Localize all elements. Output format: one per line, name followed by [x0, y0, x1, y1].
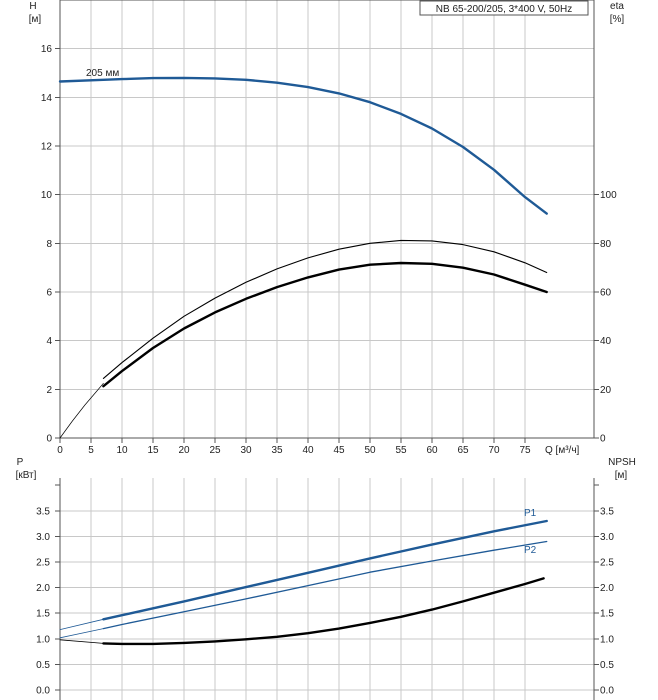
- series-head: [58, 76, 548, 215]
- x-tick-label-2: 10: [116, 445, 128, 456]
- x-tick-label-12: 60: [426, 445, 438, 456]
- x-tick-label-14: 70: [488, 445, 500, 456]
- top-series: [58, 76, 548, 439]
- top-left-tick-label-5: 10: [41, 190, 53, 201]
- series-eta_thin: [102, 239, 548, 379]
- series-p2: [102, 540, 548, 630]
- x-tick-label-13: 65: [457, 445, 469, 456]
- x-tick-label-4: 20: [178, 445, 190, 456]
- top-right-tick-label-4: 80: [600, 239, 612, 250]
- bottom-right-tick-label-0: 0.0: [600, 686, 614, 697]
- top-left-tick-label-8: 16: [41, 44, 53, 55]
- p2-label: P2: [524, 545, 537, 556]
- bottom-left-tick-label-2: 1.0: [36, 634, 50, 645]
- top-left-tick-label-0: 0: [46, 434, 52, 445]
- top-left-tick-label-7: 14: [41, 93, 53, 104]
- series-npsh_ext: [59, 639, 104, 644]
- x-axis-label: Q [м³/ч]: [545, 445, 580, 456]
- bottom-left-tick-label-3: 1.5: [36, 609, 50, 620]
- x-tick-label-10: 50: [364, 445, 376, 456]
- top-left-tick-label-2: 4: [46, 336, 52, 347]
- info-box: NB 65-200/205, 3*400 V, 50Hz: [419, 0, 589, 16]
- x-tick-label-6: 30: [240, 445, 252, 456]
- top-left-tick-label-3: 6: [46, 288, 52, 299]
- bottom-right-tick-label-2: 1.0: [600, 634, 614, 645]
- bottom-ticks: 0.0 0.5 1.0 1.5 2.0 2.5 3.0 3.5 0.0 0.5 1.0 1.5 2.0 2…: [36, 506, 614, 696]
- series-npsh: [102, 577, 545, 646]
- series-p1: [102, 519, 548, 621]
- bottom-left-tick-label-1: 0.5: [36, 660, 50, 671]
- bottom-left-tick-label-7: 3.5: [36, 506, 50, 517]
- bottom-right-tick-label-3: 1.5: [600, 609, 614, 620]
- top-right-tick-label-5: 100: [600, 190, 617, 201]
- bottom-plot-frame: [59, 478, 595, 700]
- top-left-axis-label-2: [м]: [29, 14, 42, 25]
- top-left-axis-label-1: H: [29, 1, 36, 12]
- x-tick-label-11: 55: [395, 445, 407, 456]
- bottom-right-axis-label-2: [м]: [615, 470, 628, 481]
- bottom-left-axis-label-1: P: [17, 457, 24, 468]
- bottom-right-tick-label-6: 3.0: [600, 532, 614, 543]
- top-right-tick-label-1: 20: [600, 385, 612, 396]
- top-left-tick-label-4: 8: [46, 239, 52, 250]
- bottom-series: [59, 519, 548, 646]
- bottom-left-tick-label-6: 3.0: [36, 532, 50, 543]
- x-tick-label-15: 75: [519, 445, 531, 456]
- top-grid: [60, 0, 594, 438]
- top-right-tick-label-2: 40: [600, 336, 612, 347]
- x-tick-label-8: 40: [302, 445, 314, 456]
- bottom-right-tick-label-5: 2.5: [600, 558, 614, 569]
- top-right-axis-label-2: [%]: [610, 14, 625, 25]
- top-right-tick-label-3: 60: [600, 288, 612, 299]
- bottom-right-tick-label-4: 2.0: [600, 583, 614, 594]
- bottom-left-axis-label-2: [кВт]: [16, 470, 37, 481]
- info-box-text: NB 65-200/205, 3*400 V, 50Hz: [436, 4, 572, 15]
- x-tick-label-3: 15: [147, 445, 159, 456]
- top-right-tick-label-0: 0: [600, 434, 606, 445]
- top-right-axis-label-1: eta: [610, 1, 624, 12]
- x-tick-label-9: 45: [333, 445, 345, 456]
- top-left-tick-label-6: 12: [41, 142, 53, 153]
- head-curve-label: 205 мм: [86, 68, 119, 79]
- bottom-left-tick-label-4: 2.0: [36, 583, 50, 594]
- series-p2_ext: [59, 628, 104, 639]
- p1-label: P1: [524, 508, 537, 519]
- series-p1_ext: [59, 618, 104, 630]
- bottom-left-tick-label-5: 2.5: [36, 558, 50, 569]
- series-eta_ext: [59, 382, 104, 439]
- x-tick-label-5: 25: [209, 445, 221, 456]
- x-tick-label-1: 5: [88, 445, 94, 456]
- x-tick-label-0: 0: [57, 445, 63, 456]
- top-plot-frame: [59, 0, 595, 439]
- bottom-right-tick-label-7: 3.5: [600, 506, 614, 517]
- bottom-right-axis-label-1: NPSH: [608, 457, 636, 468]
- bottom-right-tick-label-1: 0.5: [600, 660, 614, 671]
- series-eta_thick: [102, 261, 548, 388]
- bottom-grid: [60, 478, 594, 700]
- x-tick-label-7: 35: [271, 445, 283, 456]
- top-ticks: 0 2 4 6 8 10 12 14 16 0 20 40 60 80 100 0 5 10 15 20 25 30 35 4…: [41, 44, 617, 456]
- bottom-left-tick-label-0: 0.0: [36, 686, 50, 697]
- top-left-tick-label-1: 2: [46, 385, 52, 396]
